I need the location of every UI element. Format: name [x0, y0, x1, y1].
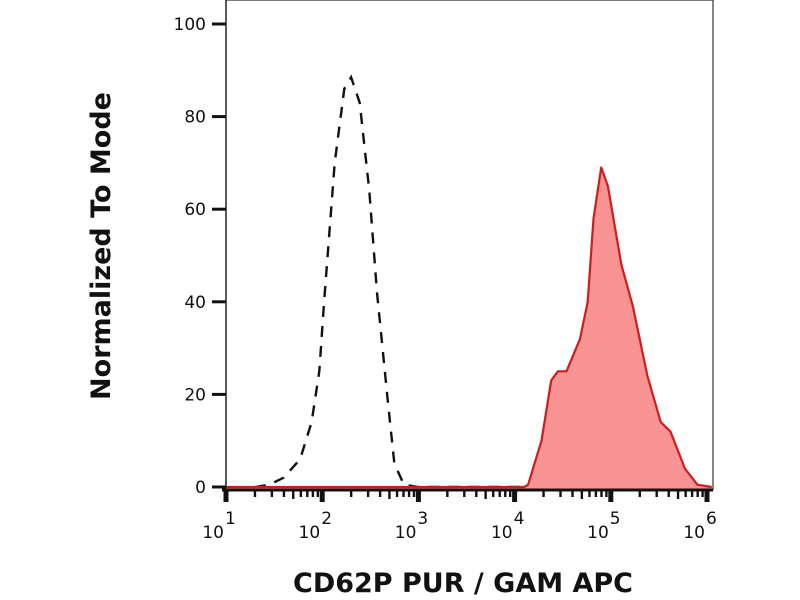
x-minor-tick	[299, 490, 303, 497]
x-tick-exponent: 1	[225, 509, 236, 529]
x-minor-tick	[446, 490, 449, 497]
x-major-tick	[415, 490, 421, 502]
x-minor-tick	[282, 490, 286, 497]
y-tick-label: 0	[195, 478, 206, 498]
x-minor-tick	[684, 490, 687, 497]
x-minor-tick	[492, 490, 495, 497]
x-tick-exponent: 3	[417, 509, 428, 529]
x-major-tick	[704, 490, 710, 502]
x-major-tick	[512, 490, 518, 502]
plot-area	[226, 0, 714, 490]
series-fill-1	[226, 167, 712, 490]
x-minor-tick	[388, 490, 391, 499]
x-minor-tick	[605, 490, 608, 497]
y-tick-label: 100	[174, 15, 206, 35]
x-tick-exponent: 4	[514, 509, 525, 529]
x-minor-tick	[349, 490, 353, 497]
x-minor-tick	[676, 490, 680, 499]
x-minor-tick	[559, 490, 562, 497]
x-minor-tick	[395, 490, 399, 497]
x-minor-tick	[690, 490, 694, 497]
x-minor-tick	[594, 490, 598, 497]
x-minor-tick	[407, 490, 411, 497]
x-minor-tick	[253, 490, 257, 497]
x-minor-tick	[508, 490, 512, 497]
x-minor-tick	[412, 490, 416, 497]
x-tick-exponent: 5	[610, 509, 621, 529]
x-tick-exponent: 6	[706, 509, 717, 529]
x-minor-tick	[571, 490, 574, 497]
x-minor-tick	[655, 490, 658, 497]
y-tick-label: 60	[184, 200, 206, 220]
x-minor-tick	[542, 490, 545, 497]
x-minor-tick	[270, 490, 274, 497]
x-minor-tick	[463, 490, 466, 497]
x-minor-tick	[402, 490, 405, 497]
y-tick-label: 80	[184, 108, 206, 128]
x-minor-tick	[667, 490, 670, 497]
x-minor-tick	[366, 490, 370, 497]
x-minor-tick	[475, 490, 478, 497]
x-tick-label: 10	[202, 523, 224, 543]
x-minor-tick	[378, 490, 382, 497]
x-minor-tick	[580, 490, 584, 499]
x-minor-tick	[484, 490, 487, 499]
x-minor-tick	[311, 490, 315, 497]
x-minor-tick	[306, 490, 309, 497]
x-major-tick	[223, 490, 229, 502]
x-minor-tick	[600, 490, 603, 497]
x-minor-tick	[316, 490, 319, 497]
series-line-1	[226, 166, 712, 489]
x-major-tick	[608, 490, 614, 502]
x-tick-label: 10	[683, 523, 705, 543]
y-tick-label: 20	[184, 385, 206, 405]
x-minor-tick	[701, 490, 704, 497]
y-axis-title: Normalized To Mode	[86, 92, 117, 400]
x-minor-tick	[292, 490, 295, 499]
x-tick-label: 10	[299, 523, 321, 543]
x-major-tick	[319, 490, 325, 502]
x-minor-tick	[588, 490, 591, 497]
y-tick-label: 40	[184, 293, 206, 313]
x-minor-tick	[498, 490, 501, 497]
x-axis-title: CD62P PUR / GAM APC	[293, 568, 633, 599]
y-axis: 0 20 40 60 80 100	[174, 0, 227, 498]
x-tick-label: 10	[491, 523, 513, 543]
x-tick-label: 10	[395, 523, 417, 543]
x-tick-exponent: 2	[321, 509, 332, 529]
x-minor-tick	[696, 490, 699, 497]
x-minor-tick	[504, 490, 507, 497]
x-tick-label: 10	[587, 523, 609, 543]
x-minor-tick	[638, 490, 641, 497]
